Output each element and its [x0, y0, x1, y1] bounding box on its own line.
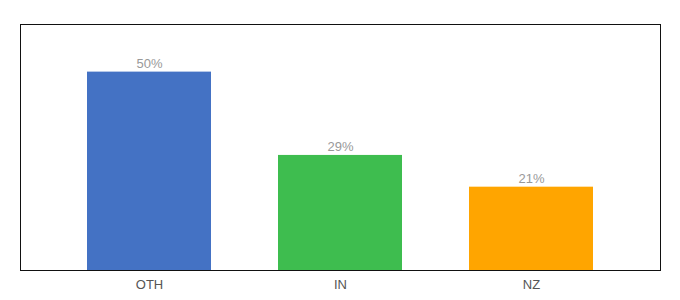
- svg-text:29%: 29%: [327, 139, 353, 154]
- svg-text:NZ: NZ: [523, 277, 540, 292]
- svg-text:OTH: OTH: [136, 277, 163, 292]
- svg-text:50%: 50%: [136, 56, 162, 71]
- svg-text:IN: IN: [334, 277, 347, 292]
- svg-text:21%: 21%: [518, 171, 544, 186]
